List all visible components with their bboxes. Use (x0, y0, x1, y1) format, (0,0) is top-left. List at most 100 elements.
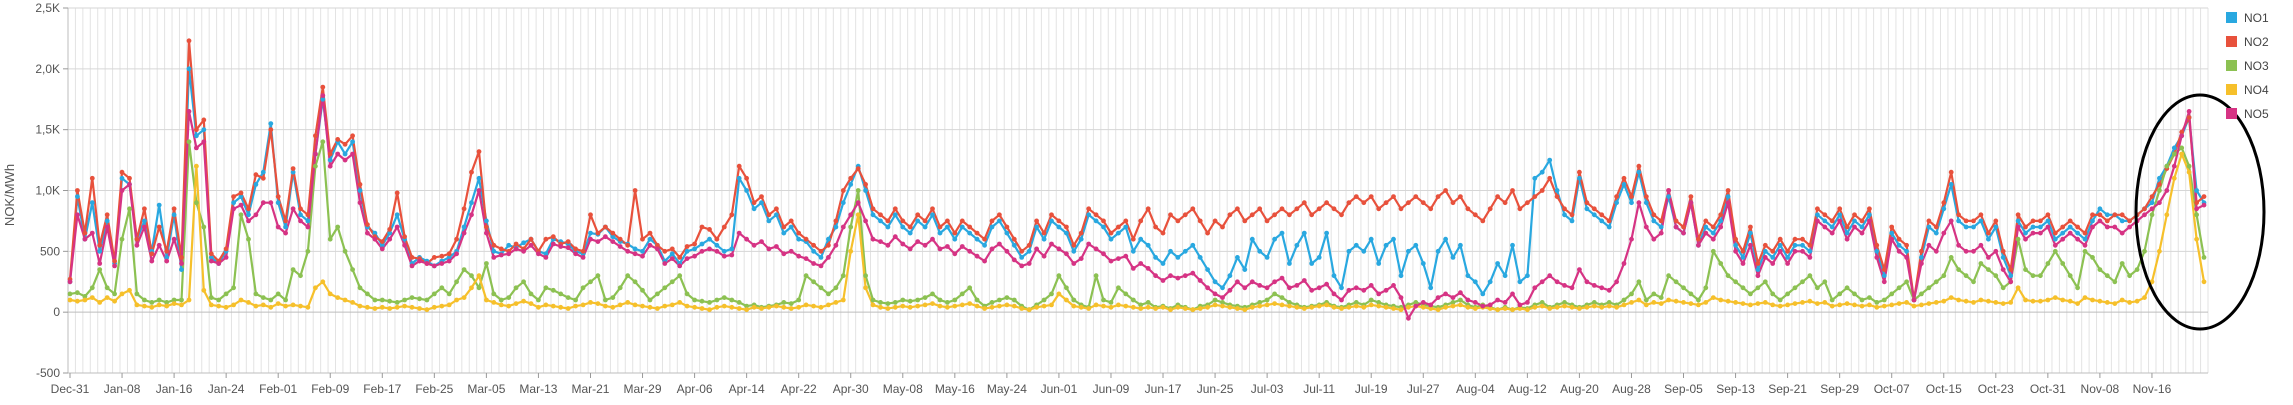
data-point-no5 (1220, 295, 1225, 300)
data-point-no5 (290, 206, 296, 212)
data-point-no4 (796, 304, 802, 310)
data-point-no5 (320, 93, 326, 98)
data-point-no1 (1026, 248, 1032, 254)
data-point-no2 (164, 248, 170, 254)
data-point-no5 (1049, 241, 1054, 247)
data-point-no4 (1368, 302, 1374, 308)
data-point-no4 (216, 303, 222, 309)
data-point-no1 (2149, 200, 2155, 206)
data-point-no3 (1807, 273, 1813, 279)
data-point-no3 (290, 267, 296, 272)
data-point-no1 (818, 255, 824, 260)
data-point-no5 (67, 279, 73, 285)
data-point-no5 (1822, 224, 1828, 230)
data-point-no4 (201, 287, 207, 293)
data-point-no3 (1606, 300, 1612, 305)
data-point-no2 (1182, 212, 1188, 218)
data-point-no4 (1443, 304, 1448, 310)
data-point-no2 (156, 224, 162, 230)
data-point-no1 (1108, 236, 1114, 242)
data-point-no5 (1554, 279, 1560, 285)
x-axis-ticks: Dec-31 Jan-08 Jan-16 Jan-24 Feb-01 Feb-09 Feb-… (51, 373, 2172, 396)
data-point-no3 (1264, 297, 1270, 303)
data-point-no4 (811, 303, 816, 309)
y-axis-title: NOK/MWh (2, 164, 17, 226)
data-point-no3 (461, 267, 467, 272)
data-point-no5 (1562, 283, 1567, 288)
data-point-no3 (216, 297, 222, 303)
data-point-no5 (617, 244, 623, 249)
data-point-no5 (1525, 300, 1530, 305)
data-point-no4 (1257, 303, 1263, 309)
data-point-no4 (171, 301, 177, 306)
data-point-no3 (1777, 297, 1783, 303)
data-point-no1 (788, 224, 794, 230)
data-point-no4 (1316, 303, 1322, 309)
data-point-no2 (1168, 212, 1173, 218)
x-tick-label: May-24 (987, 382, 1027, 396)
data-point-no2 (186, 38, 192, 44)
data-point-no4 (721, 303, 727, 309)
data-point-no2 (1249, 212, 1255, 218)
data-point-no5 (1093, 246, 1099, 252)
data-point-no5 (744, 236, 749, 242)
data-point-no5 (640, 253, 645, 259)
data-point-no2 (246, 206, 251, 212)
data-point-no4 (1547, 306, 1553, 311)
data-point-no5 (417, 258, 422, 264)
data-point-no5 (1361, 287, 1367, 293)
data-point-no2 (796, 230, 802, 236)
data-point-no4 (112, 298, 117, 304)
data-point-no2 (788, 218, 794, 224)
data-point-no2 (335, 137, 341, 142)
data-point-no5 (1197, 278, 1203, 283)
x-tick-label: Feb-09 (311, 382, 349, 396)
data-point-no5 (1852, 224, 1857, 230)
data-point-no1 (684, 248, 690, 254)
data-point-no3 (104, 285, 110, 291)
data-point-no1 (1287, 261, 1292, 266)
data-point-no3 (1376, 300, 1382, 305)
data-point-no5 (721, 253, 727, 259)
data-point-no1 (201, 127, 207, 133)
data-point-no3 (1093, 273, 1099, 279)
data-point-no5 (357, 200, 363, 206)
data-point-no2 (1517, 206, 1523, 212)
data-point-no4 (2104, 300, 2110, 305)
data-point-no5 (1264, 285, 1270, 291)
data-point-no3 (164, 300, 170, 305)
data-point-no4 (1807, 298, 1813, 304)
data-point-no3 (320, 139, 326, 145)
data-point-no2 (1175, 218, 1181, 224)
data-point-no3 (179, 297, 184, 303)
x-tick-label: Apr-14 (729, 382, 765, 396)
data-point-no4 (603, 303, 608, 309)
data-point-no2 (260, 175, 266, 181)
data-point-no1 (1919, 255, 1924, 260)
data-point-no1 (1822, 218, 1828, 224)
data-point-no3 (327, 236, 333, 242)
data-point-no3 (617, 285, 623, 291)
data-point-no1 (699, 241, 705, 247)
data-point-no2 (1599, 212, 1605, 218)
data-point-no4 (915, 303, 921, 309)
data-point-no2 (714, 236, 720, 242)
data-point-no2 (1101, 218, 1106, 224)
data-point-no1 (320, 96, 326, 102)
data-point-no3 (335, 224, 341, 230)
data-point-no3 (379, 297, 385, 303)
data-point-no1 (811, 248, 816, 254)
data-point-no1 (1353, 242, 1359, 248)
data-point-no5 (431, 263, 437, 269)
data-point-no3 (1792, 285, 1798, 291)
data-point-no1 (2119, 218, 2125, 224)
data-point-no4 (1249, 304, 1255, 310)
data-point-no1 (997, 218, 1002, 224)
data-point-no4 (97, 300, 103, 305)
data-point-no1 (1800, 242, 1805, 248)
data-point-no4 (253, 303, 259, 309)
data-point-no5 (729, 252, 735, 258)
data-point-no2 (826, 242, 831, 248)
data-point-no3 (632, 279, 638, 285)
data-point-no5 (870, 236, 876, 242)
